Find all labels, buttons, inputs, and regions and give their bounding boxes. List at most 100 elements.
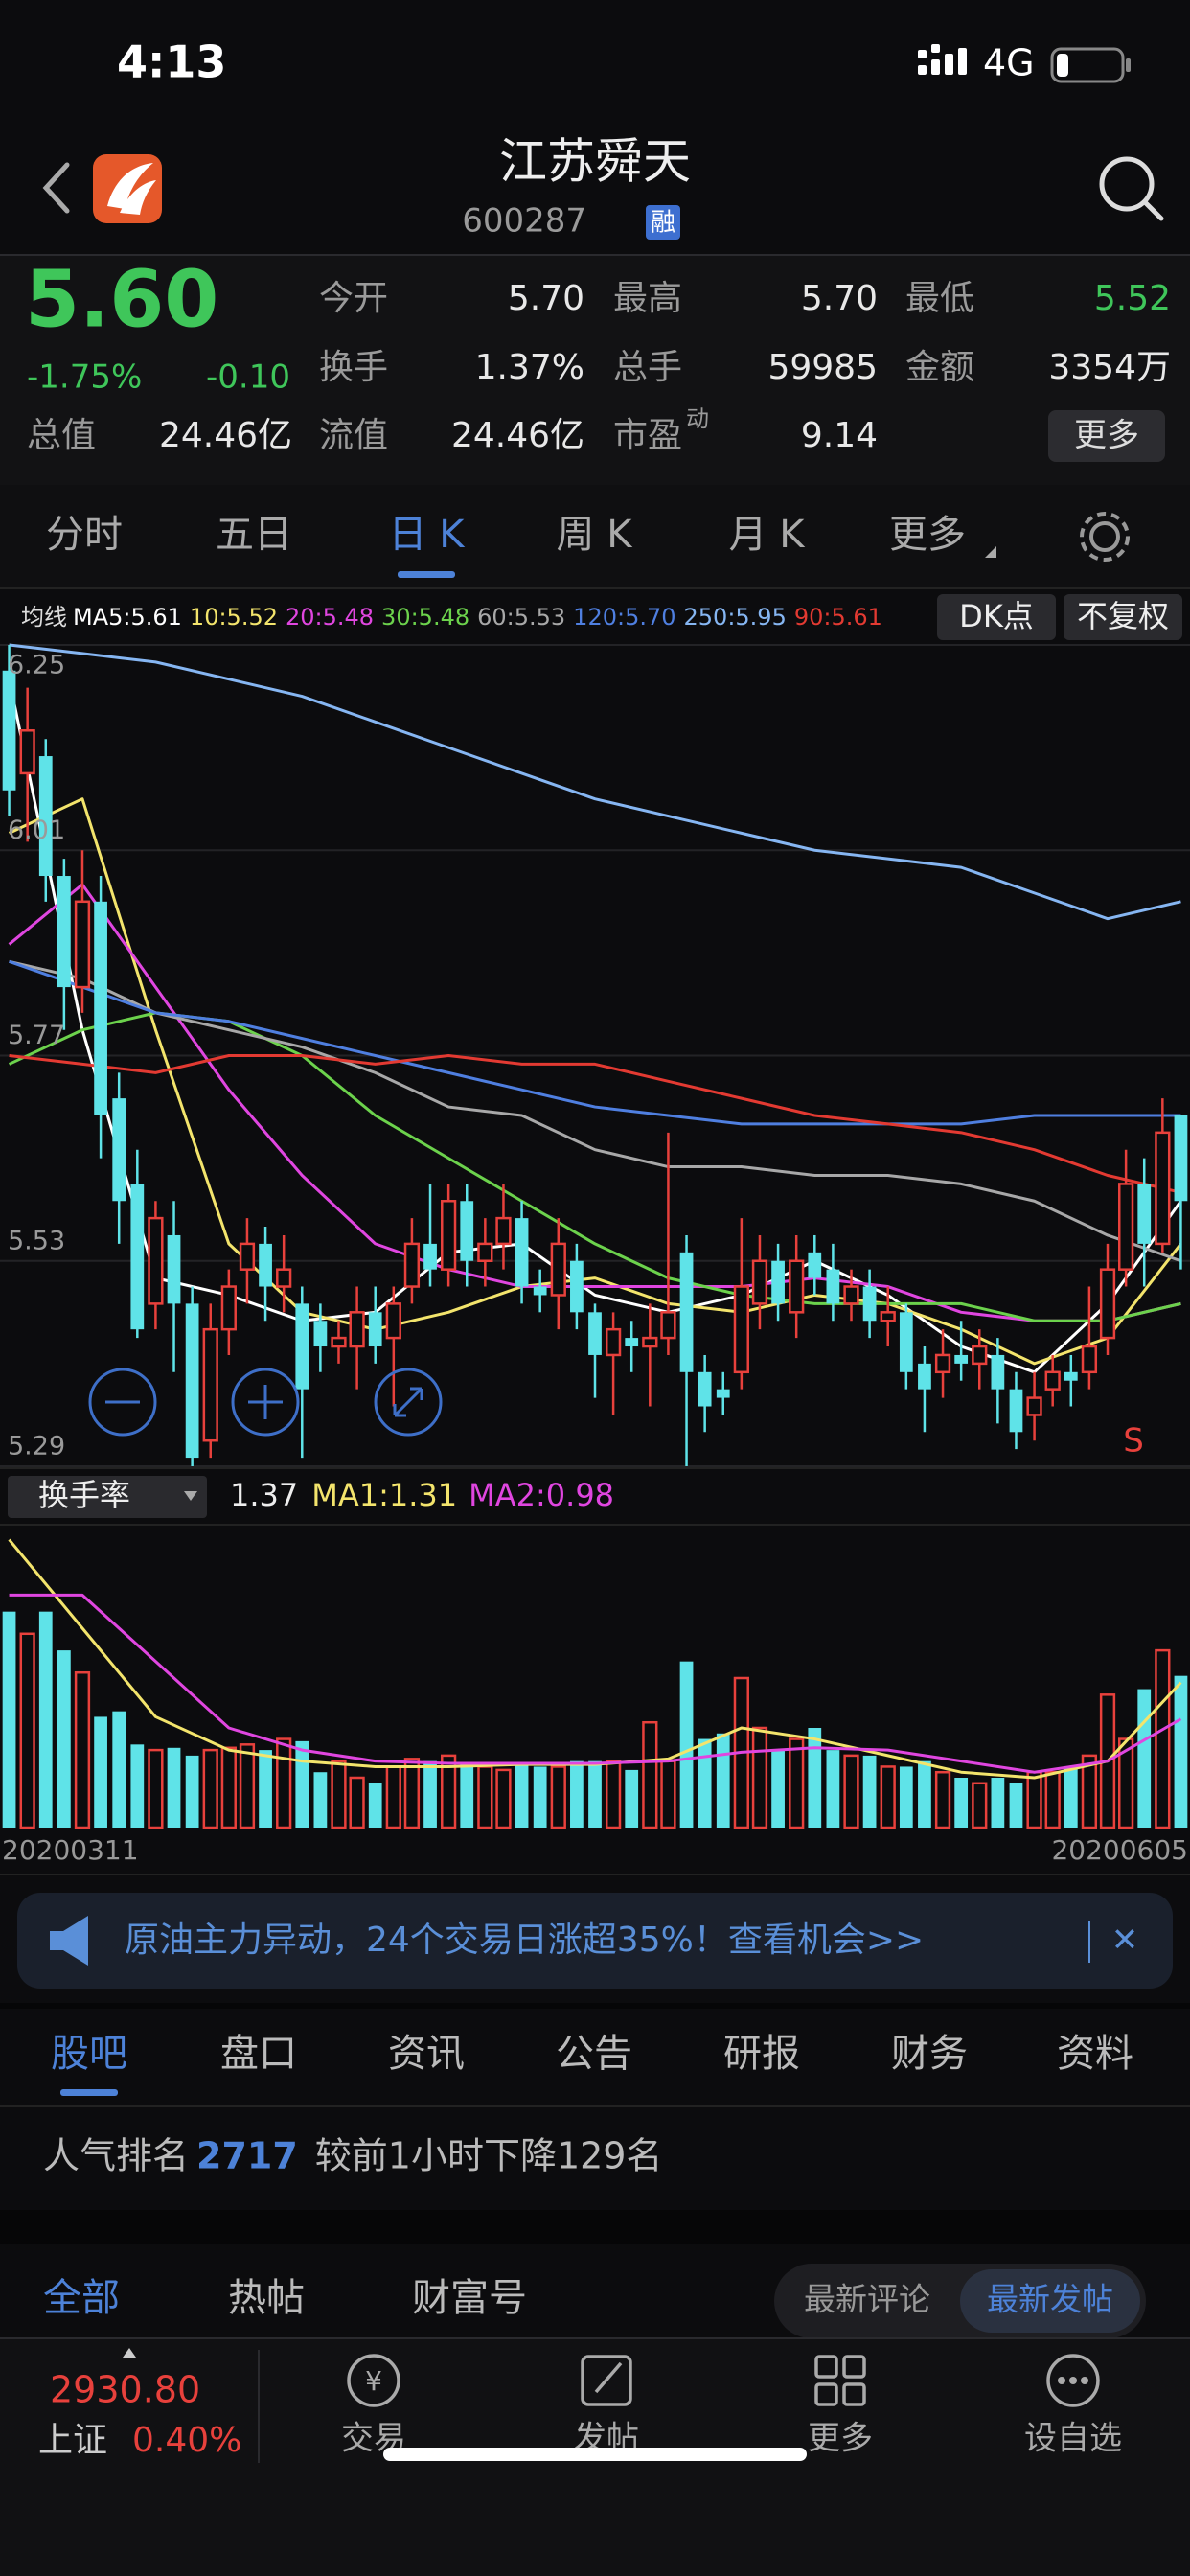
section-tab[interactable]: 盘口	[220, 2032, 297, 2076]
candle-body	[934, 1353, 951, 1374]
index-name[interactable]: 上证	[38, 2421, 107, 2460]
quote-panel	[0, 255, 1190, 485]
more-button[interactable]	[1048, 410, 1165, 462]
signal-marker: S	[1123, 1422, 1144, 1460]
quote-label: 最低	[905, 279, 974, 318]
section-tab[interactable]: 研报	[723, 2032, 800, 2076]
period-tab[interactable]: 分时	[46, 513, 123, 557]
indicator-dropdown[interactable]	[8, 1476, 207, 1518]
ma-label: 均线	[21, 604, 67, 631]
banner-close[interactable]: ✕	[1111, 1921, 1139, 1960]
candle-body	[751, 1259, 768, 1305]
turnover-bar	[1026, 1770, 1042, 1829]
period-tab[interactable]: 月 K	[729, 513, 807, 557]
post-tab[interactable]: 全部	[43, 2276, 120, 2320]
section-tab[interactable]: 财务	[891, 2032, 968, 2076]
turnover-bar	[148, 1748, 164, 1829]
quote-value: 5.70	[801, 279, 878, 318]
period-tab[interactable]: 日 K	[389, 513, 467, 557]
candle-body	[1009, 1389, 1023, 1433]
candle-body	[550, 1242, 566, 1297]
legend-entry: 250:5.95	[684, 604, 787, 631]
more-icon	[842, 2355, 866, 2379]
back-button[interactable]	[42, 162, 70, 214]
stock-code: 600287	[462, 202, 586, 241]
end-date: 20200605	[1051, 1834, 1188, 1866]
turnover-bar	[239, 1743, 256, 1829]
post-tab[interactable]: 热帖	[228, 2276, 305, 2320]
ma-line	[9, 643, 1181, 921]
adjust-button-text[interactable]: 不复权	[1077, 598, 1169, 634]
section-tab[interactable]: 资料	[1057, 2032, 1133, 2076]
turnover-bar	[112, 1711, 126, 1828]
post-icon	[581, 2355, 632, 2406]
candle-body	[495, 1216, 512, 1246]
section-tab[interactable]: 公告	[556, 2032, 632, 2076]
trade-icon-glyph: ¥	[365, 2365, 382, 2397]
post-tab[interactable]: 财富号	[412, 2276, 527, 2320]
candle-body	[1081, 1345, 1098, 1374]
ranking-note: 较前1小时下降129名	[315, 2135, 663, 2177]
logo-mark	[107, 163, 156, 215]
section-tab[interactable]: 资讯	[388, 2032, 465, 2076]
candle-body	[1137, 1184, 1152, 1244]
turnover-bar	[130, 1744, 145, 1828]
index-value[interactable]: 2930.80	[50, 2369, 200, 2411]
adjust-button[interactable]	[1064, 594, 1182, 640]
sort-option[interactable]: 最新发帖	[987, 2281, 1113, 2318]
ma-lines	[8, 643, 1182, 1374]
period-tab[interactable]: 五日	[216, 513, 292, 557]
turnover-bar	[918, 1760, 931, 1828]
turnover-bar	[570, 1760, 584, 1828]
tab-underline	[398, 571, 455, 578]
period-tab[interactable]: 周 K	[557, 513, 634, 557]
dk-button-text[interactable]: DK点	[959, 598, 1034, 634]
section-tab[interactable]: 股吧	[51, 2032, 127, 2076]
quote-value: 59985	[767, 348, 878, 387]
legend-entry: MA2:0.98	[469, 1477, 614, 1513]
candle-body	[38, 756, 53, 877]
zoom-controls	[88, 1368, 443, 1437]
candle-body	[515, 1218, 529, 1287]
turnover-bar	[38, 1611, 53, 1828]
zoom-in-button[interactable]	[231, 1368, 300, 1437]
turnover-lines	[8, 1538, 1182, 1780]
zoom-out-button[interactable]	[88, 1368, 157, 1437]
quote-value: 9.14	[801, 416, 878, 455]
legend-entry: 10:5.52	[190, 604, 278, 631]
turnover-bars	[2, 1611, 1188, 1829]
more-button-text[interactable]: 更多	[1074, 417, 1139, 455]
y-tick-label: 5.53	[8, 1226, 65, 1255]
ad-banner[interactable]	[17, 1893, 1173, 1989]
index-change[interactable]: 0.40%	[132, 2421, 241, 2460]
price-axis: 6.25 6.01 5.77 5.53 5.29	[8, 651, 65, 1461]
nav-label[interactable]: 设自选	[1024, 2420, 1122, 2458]
banner-text[interactable]: 原油主力异动，24个交易日涨超35%！查看机会>>	[125, 1920, 924, 1960]
settings-button[interactable]	[1089, 521, 1120, 552]
fullscreen-button[interactable]	[374, 1368, 443, 1437]
turnover-bar	[94, 1716, 107, 1828]
indicator-name[interactable]: 换手率	[38, 1477, 130, 1513]
turnover-bar	[751, 1726, 768, 1829]
home-indicator	[383, 2448, 807, 2461]
candle-body	[57, 876, 71, 988]
candle-body	[991, 1354, 1005, 1390]
quote-label: 流值	[319, 416, 388, 455]
period-tab[interactable]: 更多	[889, 513, 966, 557]
quote-value: 5.70	[508, 279, 584, 318]
candle-body	[826, 1269, 840, 1304]
turnover-bar	[19, 1632, 35, 1829]
search-button[interactable]	[1099, 156, 1155, 212]
stock-name: 江苏舜天	[499, 134, 691, 190]
turnover-bar	[57, 1650, 71, 1828]
sort-option[interactable]: 最新评论	[804, 2281, 930, 2318]
candle-body	[625, 1338, 639, 1347]
candle-body	[1026, 1396, 1042, 1416]
candles	[2, 645, 1188, 1466]
turnover-bar	[716, 1733, 730, 1828]
search-handle	[1142, 199, 1164, 221]
dk-button[interactable]	[937, 594, 1056, 640]
nav-label[interactable]: 更多	[808, 2420, 873, 2458]
candle-body	[1064, 1371, 1078, 1381]
